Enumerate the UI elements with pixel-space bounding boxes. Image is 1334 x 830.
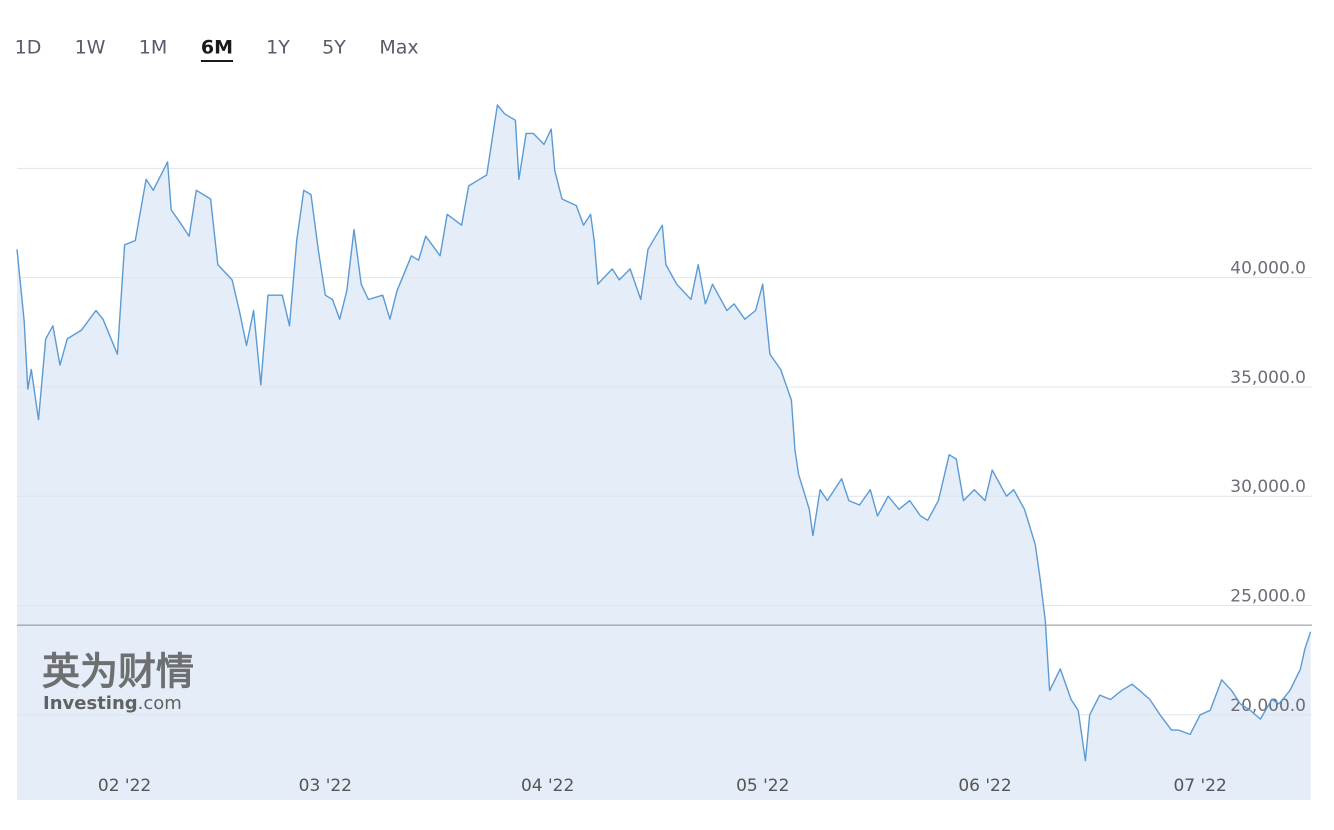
x-tick-label: 05 '22 — [736, 776, 789, 796]
toolbar: 1D 1W 1M 6M 1Y 5Y Max — [15, 37, 419, 62]
area — [17, 105, 1311, 800]
x-tick-label: 07 '22 — [1173, 776, 1226, 796]
y-tick-label: 40,000.0 — [1230, 259, 1306, 279]
timeframe-button[interactable]: 6M — [201, 37, 233, 59]
timeframe-button[interactable]: 1M — [139, 37, 167, 59]
x-tick-label: 06 '22 — [958, 776, 1011, 796]
x-tick-label: 02 '22 — [98, 776, 151, 796]
timeframe-button[interactable]: Max — [379, 37, 418, 59]
timeframe-button[interactable]: 1D — [15, 37, 42, 59]
timeframe-button[interactable]: 1Y — [266, 37, 290, 59]
price-line — [16, 104, 1312, 762]
plot: 20,000.025,000.030,000.035,000.040,000.0… — [16, 104, 1312, 800]
timeframe-button[interactable]: 5Y — [322, 37, 346, 59]
watermark-site-name: Investing — [43, 693, 138, 714]
x-tick-label: 03 '22 — [299, 776, 352, 796]
watermark-brand: 英为财情 — [42, 650, 194, 694]
y-tick-label: 30,000.0 — [1230, 477, 1306, 497]
watermark-site: Investing.com — [43, 693, 182, 714]
y-tick-label: 35,000.0 — [1230, 368, 1306, 388]
watermark: 英为财情 Investing.com — [42, 650, 194, 715]
watermark-suffix: .com — [138, 693, 182, 714]
timeframe-button[interactable]: 1W — [75, 37, 106, 59]
y-tick-label: 25,000.0 — [1230, 586, 1306, 606]
x-tick-label: 04 '22 — [521, 776, 574, 796]
